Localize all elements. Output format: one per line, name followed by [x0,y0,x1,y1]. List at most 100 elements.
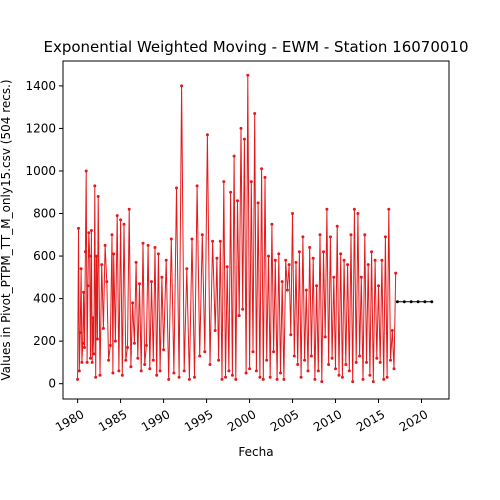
series-1-point [296,363,300,366]
series-1-point [164,258,168,262]
series-1-point [89,356,92,360]
series-1-point [143,363,147,366]
series-1-point [358,354,362,358]
series-1-point [318,233,322,237]
series-1-point [182,369,186,373]
series-1-point [320,380,324,384]
series-1-point [315,284,319,288]
series-1-point [337,373,341,377]
series-1-point [129,365,133,369]
series-1-point [261,377,265,381]
series-1-point [91,316,95,320]
series-1-point [83,250,87,254]
series-1-point [378,360,382,364]
series-1-point [175,186,178,190]
series-1-point [323,335,327,339]
series-1-point [268,375,272,379]
series-1-point [248,367,252,371]
series-1-point [117,369,121,373]
series-layer [76,73,434,384]
series-1-point [131,301,135,305]
series-1-point [292,354,296,358]
series-1-point [332,275,336,279]
series-1-point [322,250,325,254]
series-1-point [311,256,315,260]
series-1-point [144,343,148,347]
series-1-point [94,375,98,379]
series-1-point [365,360,368,364]
series-1-point [291,212,294,215]
series-1-point [277,252,281,256]
series-1-point [346,263,350,267]
series-1-point [359,275,363,279]
series-1-point [352,207,356,211]
series-1-point [224,375,227,379]
y-tick-label: 1400 [25,79,56,93]
series-1-point [308,246,312,249]
series-1-point [158,369,162,373]
series-1-point [111,371,115,375]
series-1-point [239,126,243,130]
series-2-point [409,300,413,304]
series-1-point [349,233,353,237]
series-1-point [371,380,375,384]
series-1-point [273,258,277,262]
series-1-point [105,280,109,284]
series-1-point [339,252,343,256]
series-1-point [394,271,398,275]
y-axis-label: Values in Pivot_PTPM_TT_M_only15.csv (50… [0,79,13,380]
plot-area [76,73,434,384]
series-1-point [309,354,313,358]
series-1-point [218,239,222,243]
series-1-point [220,377,224,381]
axes-frame [62,60,450,400]
series-1-point [377,284,380,288]
y-tick-label: 800 [33,207,56,221]
y-tick-label: 400 [33,292,56,306]
series-1-point [78,331,82,335]
series-1-point [96,195,100,198]
series-1-point [282,377,286,381]
y-tick-label: 1200 [25,121,56,135]
series-1-point [301,235,305,239]
series-1-point [299,375,303,379]
series-1-point [260,167,264,171]
series-1-point [284,258,288,262]
series-1-point [203,350,207,354]
series-1-point [334,367,337,371]
series-1-point [138,282,141,286]
series-1-point [88,254,92,258]
series-1-point [77,226,80,230]
series-1-point [366,263,370,267]
series-1-point [150,280,153,284]
series-1-point [280,280,284,284]
series-1-point [244,371,248,375]
series-1-point [229,190,233,194]
series-1-point [172,371,176,375]
series-1-point [225,265,229,269]
series-1-point [136,356,140,360]
series-1-point [294,260,298,264]
series-1-point [249,180,253,184]
series-1-point [356,212,360,215]
series-1-point [267,254,270,258]
series-1-point [392,367,396,371]
series-1-point [236,199,239,203]
series-1-point [134,260,138,264]
series-1-point [124,358,128,362]
series-1-point [160,275,164,279]
series-1-point [335,224,339,228]
series-1-point [103,243,107,247]
series-2-point [402,300,406,304]
series-1-point [112,252,116,256]
series-1-point [383,235,387,239]
series-1-point [90,360,94,364]
series-1-point [151,358,155,362]
series-1-point [86,284,90,288]
series-1-point [200,233,204,237]
series-1-point [185,267,189,271]
series-1-point [368,373,372,377]
series-1-point [169,237,173,241]
series-1-point [83,346,86,349]
